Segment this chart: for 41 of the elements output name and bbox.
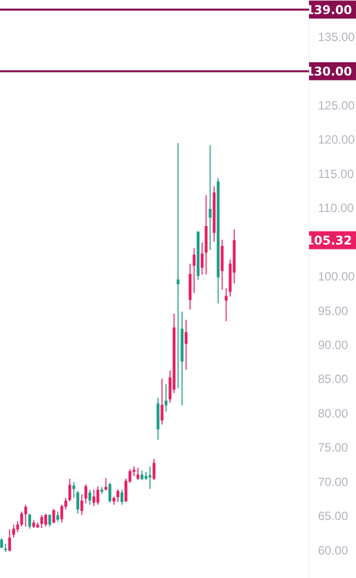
candlestick — [160, 378, 164, 426]
y-tick-label: 70.00 — [318, 474, 348, 489]
candlestick — [164, 384, 168, 412]
candlestick — [96, 486, 100, 506]
candlestick — [108, 482, 112, 504]
y-tick-label: 125.00 — [318, 98, 356, 112]
y-tick-label: 100.00 — [318, 270, 356, 284]
candlestick — [72, 482, 76, 498]
y-tick-label: 110.00 — [318, 201, 354, 216]
candlestick — [136, 467, 140, 481]
y-tick-label: 65.00 — [318, 509, 348, 524]
y-tick-label: 75.00 — [318, 440, 348, 455]
candlestick — [152, 458, 156, 481]
candlestick — [192, 247, 196, 294]
y-tick-label: 60.00 — [318, 543, 348, 558]
ref-line-label: 130.00 — [306, 64, 352, 78]
candlestick — [52, 508, 56, 524]
candlestick — [208, 144, 212, 250]
candlestick — [16, 520, 20, 533]
candlestick — [116, 488, 120, 502]
candlestick — [0, 538, 4, 548]
ref-line-label: 139.00 — [306, 2, 352, 17]
y-tick-label: 135.00 — [318, 30, 356, 44]
candlestick — [40, 514, 44, 529]
y-tick-label: 120.00 — [318, 132, 356, 147]
candlestick — [200, 242, 204, 276]
candlestick — [80, 494, 84, 516]
y-tick-label: 85.00 — [318, 372, 348, 386]
candlestick — [84, 484, 88, 504]
candlestick — [56, 511, 60, 522]
candlestick — [104, 478, 108, 491]
y-tick-label: 90.00 — [318, 338, 348, 352]
candlestick — [148, 466, 152, 490]
y-tick-label: 95.00 — [318, 304, 348, 318]
candlestick — [176, 142, 180, 389]
candlestick — [184, 319, 188, 370]
candlestick — [8, 528, 12, 552]
y-tick-label: 80.00 — [318, 406, 348, 420]
y-tick-label: 115.00 — [318, 166, 354, 181]
candlestick — [12, 524, 16, 538]
candlestick — [120, 489, 124, 506]
